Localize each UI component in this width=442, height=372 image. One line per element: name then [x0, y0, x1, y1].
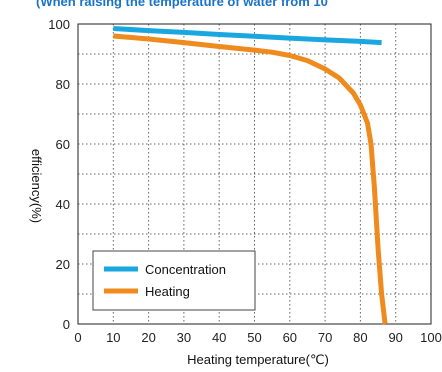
legend-box [92, 250, 256, 311]
legend-label-concentration: Concentration [145, 262, 226, 277]
x-tick-label: 30 [177, 330, 191, 345]
plot-frame [77, 23, 432, 325]
series-lines [113, 26, 388, 325]
series-line-heating [113, 33, 388, 325]
x-tick-label: 100 [420, 330, 442, 345]
x-tick-label: 10 [106, 330, 120, 345]
y-tick-labels: 0 20 40 60 80 100 [48, 17, 70, 332]
series-line-concentration [113, 26, 382, 46]
legend-label-heating: Heating [145, 284, 190, 299]
y-tick-label: 80 [56, 77, 70, 92]
y-tick-label: 0 [63, 317, 70, 332]
x-tick-label: 70 [318, 330, 332, 345]
x-tick-label: 50 [247, 330, 261, 345]
axes [77, 23, 432, 325]
legend: Concentration Heating [92, 250, 256, 311]
x-tick-label: 20 [141, 330, 155, 345]
y-tick-label: 100 [48, 17, 70, 32]
chart-subtitle: (When raising the temperature of water f… [36, 0, 328, 9]
y-tick-label: 60 [56, 137, 70, 152]
y-tick-label: 40 [56, 197, 70, 212]
x-tick-label: 40 [212, 330, 226, 345]
x-tick-label: 80 [353, 330, 367, 345]
x-axis-title: Heating temperature(℃) [187, 352, 329, 367]
x-tick-label: 90 [388, 330, 402, 345]
x-tick-label: 60 [283, 330, 297, 345]
x-tick-label: 0 [74, 330, 81, 345]
y-axis-title: efficiency(%) [29, 149, 44, 223]
x-tick-labels: 0 10 20 30 40 50 60 70 80 90 100 [74, 330, 441, 345]
y-tick-label: 20 [56, 257, 70, 272]
